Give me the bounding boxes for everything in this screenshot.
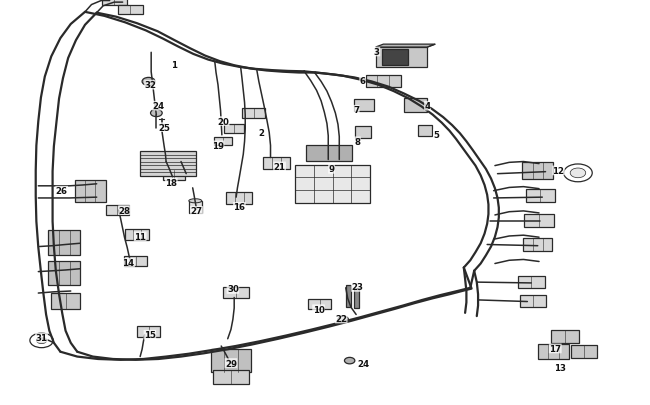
Bar — [224, 125, 244, 134]
Bar — [226, 193, 252, 204]
Bar — [124, 256, 148, 266]
Text: 14: 14 — [122, 258, 135, 268]
Bar — [346, 285, 351, 307]
Bar — [51, 293, 80, 309]
Text: 28: 28 — [118, 206, 131, 215]
Text: 21: 21 — [274, 162, 285, 171]
Text: 1: 1 — [172, 61, 177, 70]
Bar — [354, 100, 374, 111]
Bar — [551, 330, 578, 343]
Bar — [296, 165, 370, 203]
Text: 27: 27 — [190, 207, 203, 216]
Text: 24: 24 — [358, 359, 370, 368]
Text: 24: 24 — [152, 102, 164, 111]
Bar — [517, 276, 545, 288]
Text: 17: 17 — [549, 344, 562, 353]
Text: 7: 7 — [353, 106, 359, 115]
Text: 29: 29 — [225, 359, 237, 368]
Text: 18: 18 — [165, 179, 177, 188]
Circle shape — [151, 110, 162, 117]
Text: 31: 31 — [36, 333, 47, 342]
Bar — [538, 345, 569, 359]
Bar — [163, 171, 185, 181]
Text: 22: 22 — [335, 314, 347, 323]
Bar — [376, 48, 428, 68]
Text: 4: 4 — [424, 102, 430, 111]
Text: 9: 9 — [328, 165, 335, 174]
Bar — [522, 163, 553, 179]
Bar — [404, 99, 428, 113]
Bar — [188, 201, 202, 213]
Text: 30: 30 — [227, 285, 239, 294]
Bar — [306, 145, 352, 161]
Bar — [418, 126, 432, 137]
Bar — [354, 127, 370, 139]
Bar — [523, 239, 552, 252]
Circle shape — [338, 316, 348, 323]
Circle shape — [570, 168, 586, 178]
Ellipse shape — [188, 199, 202, 203]
Bar — [354, 288, 359, 309]
Bar — [519, 295, 545, 307]
Bar — [242, 109, 265, 119]
Bar — [525, 214, 554, 227]
Bar — [213, 370, 249, 384]
Text: 12: 12 — [552, 166, 564, 175]
Bar — [118, 6, 143, 15]
Circle shape — [344, 358, 355, 364]
Bar — [382, 50, 408, 66]
Text: 16: 16 — [233, 203, 246, 212]
Text: 3: 3 — [374, 48, 380, 57]
Text: 25: 25 — [158, 124, 170, 132]
Text: 23: 23 — [352, 283, 363, 292]
Bar — [263, 158, 290, 170]
Bar — [137, 326, 161, 337]
Text: 2: 2 — [259, 129, 265, 138]
Bar — [211, 349, 251, 373]
Text: 8: 8 — [354, 137, 361, 147]
Circle shape — [142, 78, 155, 86]
Bar — [365, 75, 401, 87]
Bar — [140, 152, 196, 176]
Text: 26: 26 — [56, 187, 68, 196]
Bar — [102, 0, 127, 6]
Bar — [48, 231, 81, 255]
Text: 11: 11 — [134, 232, 146, 241]
Bar — [526, 190, 555, 203]
Text: 32: 32 — [144, 81, 157, 90]
Text: 20: 20 — [217, 117, 229, 126]
Bar — [223, 287, 249, 298]
Text: 6: 6 — [359, 77, 365, 86]
Polygon shape — [428, 45, 436, 48]
Bar — [571, 345, 597, 358]
Text: 5: 5 — [434, 130, 439, 139]
Circle shape — [36, 337, 47, 344]
Bar — [106, 205, 129, 216]
Bar — [214, 138, 232, 145]
Bar — [48, 261, 81, 285]
Text: 13: 13 — [554, 363, 566, 372]
Text: 15: 15 — [144, 330, 156, 339]
Bar — [308, 299, 332, 309]
Polygon shape — [376, 45, 436, 48]
Bar — [125, 230, 150, 240]
Bar — [75, 180, 106, 202]
Text: 19: 19 — [212, 141, 224, 151]
Text: 10: 10 — [313, 305, 324, 314]
